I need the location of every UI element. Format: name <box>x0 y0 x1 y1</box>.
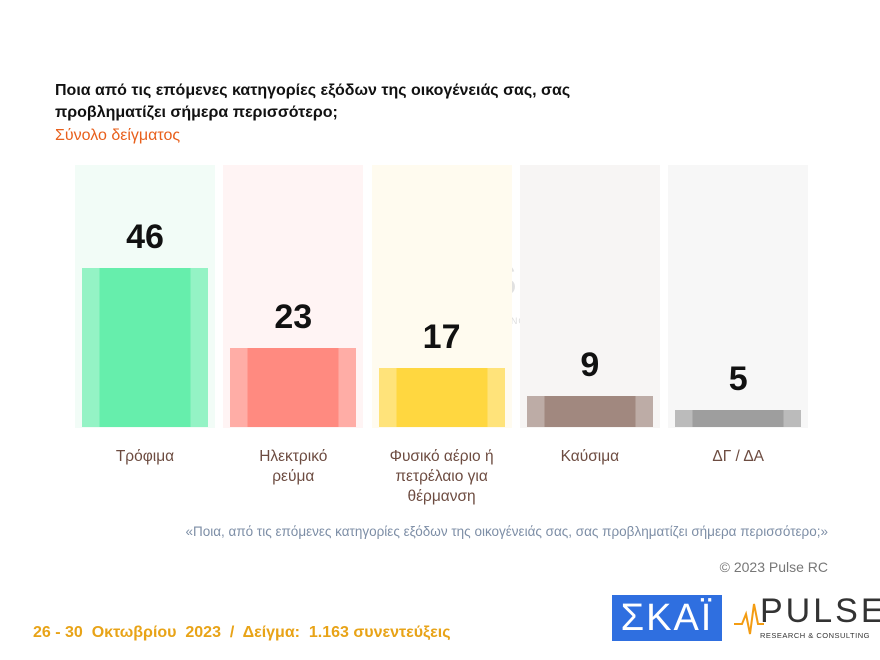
pulse-logo: PULSE <box>760 592 880 630</box>
bar <box>675 409 802 427</box>
bar <box>526 395 653 427</box>
category-label: Ηλεκτρικό ρεύμα <box>259 448 328 485</box>
value-label: 23 <box>274 297 313 336</box>
category-label: Τρόφιμα <box>115 448 175 465</box>
bar <box>230 347 357 427</box>
skai-logo: ΣΚΑΪ <box>612 595 722 641</box>
copyright: © 2023 Pulse RC <box>719 559 828 575</box>
bar-background <box>519 165 660 428</box>
pulse-logo-wave <box>734 603 764 635</box>
chart-title: Ποια από τις επόμενες κατηγορίες εξόδων … <box>55 82 571 121</box>
bar <box>378 368 505 427</box>
category-label: Φυσικό αέριο ή πετρέλαιο για θέρμανση <box>389 448 494 505</box>
value-label: 17 <box>422 318 461 357</box>
chart-subtitle: Σύνολο δείγματος <box>55 127 181 144</box>
value-label: 9 <box>580 345 600 384</box>
bar-background <box>668 165 809 428</box>
bar <box>82 268 208 427</box>
footnote: «Ποια, από τις επόμενες κατηγορίες εξόδω… <box>185 524 828 539</box>
value-label: 46 <box>126 218 164 256</box>
date-sample: 26 - 30 Οκτωβρίου 2023 / Δείγμα: 1.163 σ… <box>33 624 451 641</box>
category-label: Καύσιμα <box>560 448 620 465</box>
pulse-tagline: RESEARCH & CONSULTING <box>760 631 870 640</box>
value-label: 5 <box>728 359 748 398</box>
category-label: ΔΓ / ΔΑ <box>712 448 765 465</box>
